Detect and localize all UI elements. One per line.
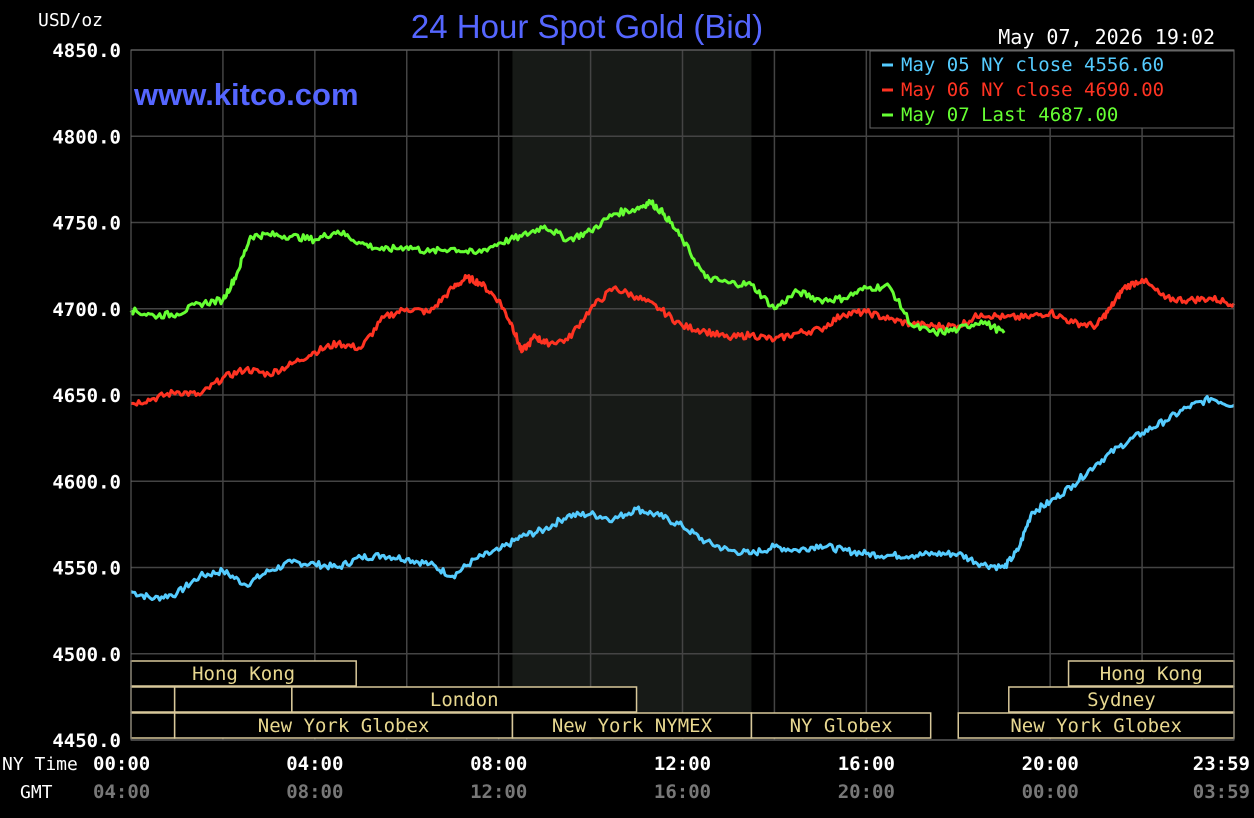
session-label: New York Globex xyxy=(1010,715,1182,737)
x-tick-label: 20:00 xyxy=(1022,753,1079,775)
legend-entry: May 05 NY close 4556.60 xyxy=(901,54,1164,76)
x-row-label: NY Time xyxy=(2,754,78,775)
y-tick-label: 4700.0 xyxy=(52,299,121,321)
x-tick-label: 03:59 xyxy=(1193,781,1250,803)
y-tick-label: 4500.0 xyxy=(52,644,121,666)
trading-sessions: Hong Kong Hong Kong London Sydney New York G… xyxy=(130,660,1235,739)
x-tick-label: 23:59 xyxy=(1193,753,1250,775)
x-tick-label: 16:00 xyxy=(838,753,895,775)
y-tick-label: 4450.0 xyxy=(52,730,121,752)
x-tick-label: 12:00 xyxy=(654,753,711,775)
session-bar xyxy=(130,686,176,713)
session-label: Hong Kong xyxy=(1100,663,1203,685)
y-tick-label: 4650.0 xyxy=(52,385,121,407)
series-line xyxy=(130,395,1235,602)
price-lines xyxy=(129,198,1236,602)
x-tick-label: 20:00 xyxy=(838,781,895,803)
x-tick-label: 00:00 xyxy=(1022,781,1079,803)
x-tick-label: 12:00 xyxy=(470,781,527,803)
watermark: www.kitco.com xyxy=(133,77,359,112)
legend-entry: May 06 NY close 4690.00 xyxy=(901,79,1164,101)
chart-title: 24 Hour Spot Gold (Bid) xyxy=(411,8,763,45)
session-bar xyxy=(173,712,514,739)
legend-box xyxy=(869,50,1235,129)
session-label: New York Globex xyxy=(258,715,430,737)
timestamp: May 07, 2026 19:02 xyxy=(998,25,1215,49)
session-bar xyxy=(1067,660,1235,687)
plot-border xyxy=(130,49,1235,741)
session-bar xyxy=(291,686,638,713)
x-tick-label: 00:00 xyxy=(93,753,150,775)
x-axis-ticks: NY Time 00:00 04:00 08:00 12:00 16:00 20:00 23:… xyxy=(2,753,1250,803)
y-tick-label: 4750.0 xyxy=(52,213,121,235)
session-label: London xyxy=(430,689,499,711)
session-label: New York NYMEX xyxy=(552,715,713,737)
x-tick-label: 04:00 xyxy=(93,781,150,803)
y-axis-ticks: 4850.0 4800.0 4750.0 4700.0 4650.0 4600.0 4550… xyxy=(52,40,121,752)
unit-label: USD/oz xyxy=(38,10,103,31)
series-line xyxy=(130,274,1236,407)
session-bar xyxy=(173,686,293,713)
session-label: NY Globex xyxy=(790,715,893,737)
y-tick-label: 4550.0 xyxy=(52,558,121,580)
x-tick-label: 04:00 xyxy=(286,753,343,775)
grid-lines xyxy=(131,49,1234,741)
series-line xyxy=(129,198,1006,337)
x-tick-label: 08:00 xyxy=(286,781,343,803)
legend: May 05 NY close 4556.60 May 06 NY close 4… xyxy=(869,50,1235,129)
session-label: Hong Kong xyxy=(192,663,295,685)
x-row-label: GMT xyxy=(20,782,53,803)
y-tick-label: 4600.0 xyxy=(52,471,121,493)
session-bar xyxy=(130,712,176,739)
session-bar xyxy=(750,712,932,739)
session-bar xyxy=(130,660,357,687)
x-tick-label: 16:00 xyxy=(654,781,711,803)
y-tick-label: 4800.0 xyxy=(52,126,121,148)
legend-entry: May 07 Last 4687.00 xyxy=(901,104,1118,126)
session-label: Sydney xyxy=(1087,689,1156,711)
session-bar xyxy=(957,712,1235,739)
x-tick-label: 08:00 xyxy=(470,753,527,775)
y-tick-label: 4850.0 xyxy=(52,40,121,62)
